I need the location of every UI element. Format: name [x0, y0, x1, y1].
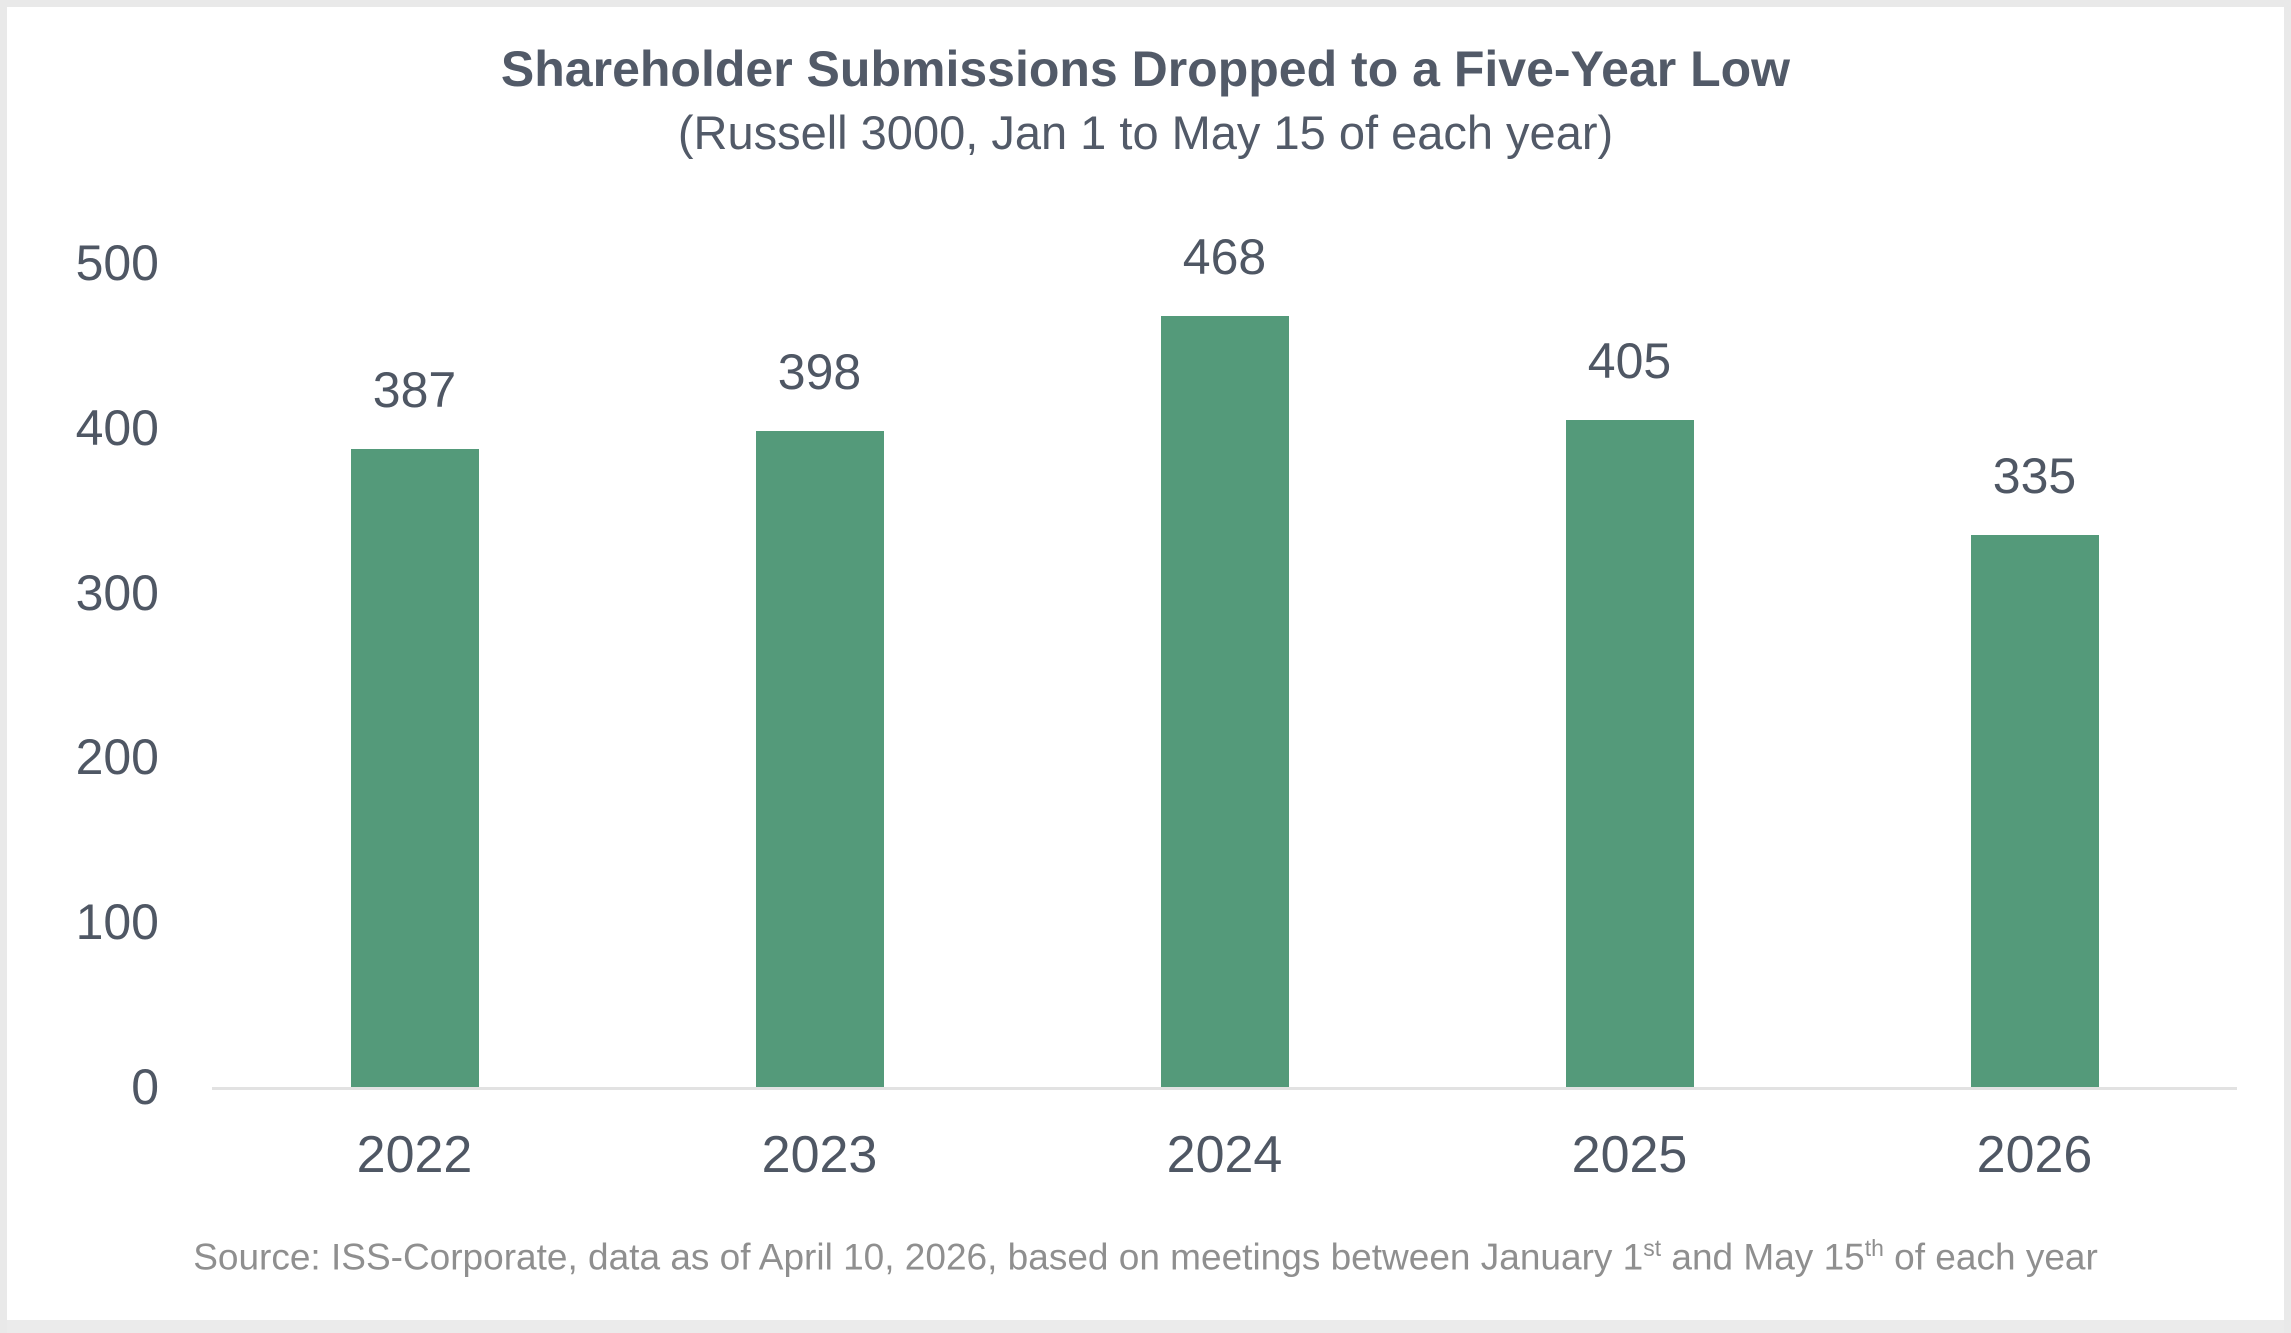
bar-slot: 335 [1832, 263, 2237, 1087]
bar-2024 [1160, 316, 1289, 1087]
y-axis-tick-label: 0 [131, 1059, 159, 1115]
chart-subtitle: (Russell 3000, Jan 1 to May 15 of each y… [677, 105, 1614, 159]
bar-value-label: 398 [777, 344, 862, 400]
y-axis-tick-label: 100 [75, 894, 159, 951]
source-superscript-th: th [1864, 1235, 1884, 1261]
source-text-3: of each year [1883, 1236, 2098, 1278]
bar-value-label: 468 [1182, 229, 1267, 285]
chart-title: Shareholder Submissions Dropped to a Fiv… [500, 41, 1791, 97]
y-axis-labels: 0 100 200 300 400 500 [47, 235, 159, 1115]
bar-2025 [1565, 420, 1694, 1087]
y-axis-tick-label: 400 [75, 399, 159, 456]
x-axis-tick-label: 2026 [1976, 1126, 2093, 1184]
source-text-1: Source: ISS-Corporate, data as of April … [193, 1236, 1644, 1278]
plot-area: 387 398 468 405 335 [212, 229, 2237, 1090]
source-note: Source: ISS-Corporate, data as of April … [7, 1235, 2284, 1278]
y-axis-tick-label: 200 [75, 729, 159, 786]
chart-header: Shareholder Submissions Dropped to a Fiv… [7, 41, 2284, 161]
bar-slot: 398 [617, 263, 1022, 1087]
bottom-strip [7, 1320, 2284, 1333]
bar-slot: 468 [1022, 229, 1427, 1087]
y-axis-tick-label: 300 [75, 564, 159, 621]
x-axis-labels: 2022 2023 2024 2025 2026 [212, 1125, 2237, 1185]
x-axis-tick-label: 2024 [1166, 1126, 1283, 1184]
x-axis-tick-label: 2022 [356, 1126, 473, 1184]
bar-slot: 405 [1427, 263, 1832, 1087]
bar-2026 [1970, 535, 2099, 1087]
bar-2022 [350, 449, 479, 1087]
bar-2023 [755, 431, 884, 1087]
x-axis-tick-label: 2025 [1571, 1126, 1688, 1184]
bar-slot: 387 [212, 263, 617, 1087]
x-axis-tick-label: 2023 [761, 1126, 878, 1184]
y-axis-tick-label: 500 [75, 235, 159, 291]
bar-value-label: 387 [372, 362, 457, 418]
source-superscript-st: st [1643, 1235, 1662, 1261]
bar-value-label: 335 [1992, 448, 2077, 504]
bar-value-label: 405 [1587, 333, 1672, 389]
source-text-2: and May 15 [1661, 1236, 1865, 1278]
